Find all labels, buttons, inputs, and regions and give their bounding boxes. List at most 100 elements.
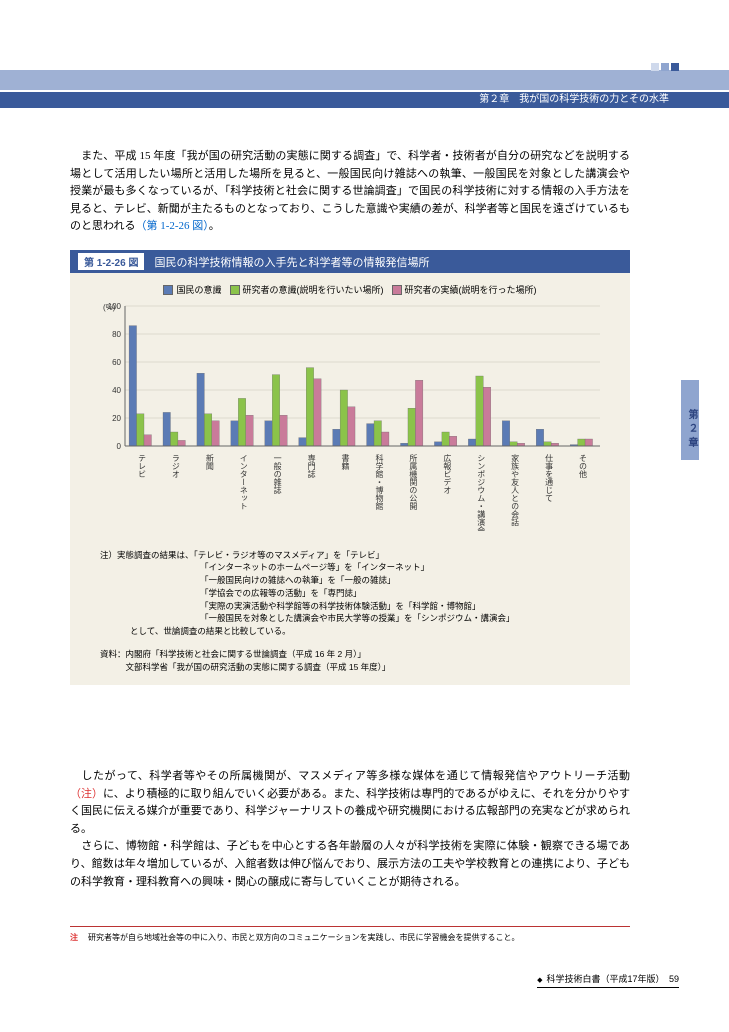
svg-text:家族や友人との会話: 家族や友人との会話 — [511, 453, 520, 527]
bar — [238, 398, 245, 446]
legend-swatch — [392, 285, 402, 295]
bar — [314, 378, 321, 445]
legend-label: 研究者の実績(説明を行った場所) — [405, 283, 537, 296]
bar — [434, 441, 441, 445]
bar — [476, 376, 483, 446]
bar — [137, 413, 144, 445]
legend-label: 国民の意識 — [176, 283, 221, 296]
bar — [333, 429, 340, 446]
figure-1-2-26: 第 1-2-26 図 国民の科学技術情報の入手先と科学者等の情報発信場所 国民の… — [70, 250, 630, 685]
note-line: 「学協会での広報等の活動」を「専門誌」 — [100, 587, 610, 600]
bar-chart: (%)020406080100テレビラジオ新聞インターネット一般の雑誌専門誌書籍… — [90, 301, 610, 531]
bar — [367, 423, 374, 445]
note-tail: として、世論調査の結果と比較している。 — [100, 625, 610, 638]
svg-text:20: 20 — [112, 414, 121, 423]
bar — [502, 420, 509, 445]
bar — [468, 439, 475, 446]
figure-label: 第 1-2-26 図 — [78, 253, 144, 270]
footnote-ref[interactable]: （注） — [70, 788, 103, 800]
chart-legend: 国民の意識 研究者の意識(説明を行いたい場所) 研究者の実績(説明を行った場所) — [85, 283, 615, 297]
p3: さらに、博物館・科学館は、子どもを中心とする各年齢層の人々が科学技術を実際に体験… — [70, 840, 630, 887]
bar — [197, 373, 204, 446]
source-line1: 資料：内閣府「科学技術と社会に関する世論調査（平成 16 年 2 月）」 — [100, 648, 610, 661]
source-line2: 文部科学省「我が国の研究活動の実態に関する調査（平成 15 年度）」 — [100, 661, 610, 674]
bar — [382, 432, 389, 446]
bar — [483, 387, 490, 446]
header-bar — [0, 70, 729, 90]
note-line: 「インターネットのホームページ等」を「インターネット」 — [100, 561, 610, 574]
legend-label: 研究者の意識(説明を行いたい場所) — [243, 283, 384, 296]
p2a: したがって、科学者等やその所属機関が、マスメディア等多様な媒体を通じて情報発信や… — [70, 770, 630, 782]
bar — [340, 390, 347, 446]
note-line: 「一般国民を対象とした講演会や市民大学等の授業」を「シンポジウム・講演会」 — [100, 612, 610, 625]
svg-text:80: 80 — [112, 330, 121, 339]
note-lead: 注）実態調査の結果は、「テレビ・ラジオ等のマスメディア」を「テレビ」 — [100, 549, 610, 562]
figure-ref-link[interactable]: （第 1-2-26 図） — [135, 220, 208, 232]
conclusion-paragraphs: したがって、科学者等やその所属機関が、マスメディア等多様な媒体を通じて情報発信や… — [70, 768, 630, 891]
side-tab: 第２章 — [681, 380, 699, 460]
bar — [280, 415, 287, 446]
chart-area: 国民の意識研究者の意識(説明を行いたい場所)研究者の実績(説明を行った場所) (… — [70, 273, 630, 541]
chapter-title: 第２章 我が国の科学技術の力とその水準 — [0, 92, 729, 108]
footnote: 注 研究者等が自ら地域社会等の中に入り、市民と双方向のコミュニケーションを実践し、… — [70, 932, 630, 943]
figure-notes: 注）実態調査の結果は、「テレビ・ラジオ等のマスメディア」を「テレビ」 「インター… — [70, 541, 630, 644]
bar — [231, 420, 238, 445]
svg-text:一般の雑誌: 一般の雑誌 — [273, 454, 282, 494]
bar — [144, 434, 151, 445]
footnote-label: 注 — [70, 933, 78, 942]
note-line: 「実際の実演活動や科学館等の科学技術体験活動」を「科学館・博物館」 — [100, 600, 610, 613]
svg-text:100: 100 — [108, 302, 122, 311]
bar — [374, 420, 381, 445]
bar — [585, 439, 592, 446]
intro-paragraph: また、平成 15 年度「我が国の研究活動の実態に関する調査」で、科学者・技術者が… — [70, 148, 630, 236]
svg-text:広報ビデオ: 広報ビデオ — [443, 453, 452, 494]
svg-text:テレビ: テレビ — [137, 454, 146, 478]
page-footer: 科学技術白書（平成17年版） 59 — [537, 972, 679, 988]
svg-text:シンポジウム・講演会: シンポジウム・講演会 — [477, 454, 486, 531]
svg-text:専門誌: 専門誌 — [307, 453, 316, 478]
bar — [449, 436, 456, 446]
p1-end: 。 — [209, 220, 220, 232]
bar — [129, 325, 136, 445]
bar — [408, 408, 415, 446]
note-line: 「一般国民向けの雑誌への執筆」を「一般の雑誌」 — [100, 574, 610, 587]
bar — [204, 413, 211, 445]
bar — [578, 439, 585, 446]
bar — [299, 437, 306, 445]
svg-text:40: 40 — [112, 386, 121, 395]
svg-text:科学館・博物館: 科学館・博物館 — [375, 453, 384, 511]
bar — [544, 441, 551, 445]
svg-text:その他: その他 — [579, 454, 588, 479]
p2b: に、より積極的に取り組んでいく必要がある。また、科学技術は専門的であるがゆえに、… — [70, 788, 630, 835]
legend-item: 国民の意識 — [163, 283, 221, 296]
svg-text:インターネット: インターネット — [239, 454, 248, 510]
bar — [212, 420, 219, 445]
bar — [415, 380, 422, 446]
bar — [163, 412, 170, 446]
bar — [536, 429, 543, 446]
svg-text:ラジオ: ラジオ — [171, 454, 180, 478]
bar — [306, 367, 313, 445]
bar — [442, 432, 449, 446]
figure-title-text: 国民の科学技術情報の入手先と科学者等の情報発信場所 — [154, 254, 429, 270]
legend-swatch — [230, 285, 240, 295]
bar — [170, 432, 177, 446]
svg-text:60: 60 — [112, 358, 121, 367]
svg-text:仕事を通じて: 仕事を通じて — [545, 453, 554, 502]
bar — [510, 441, 517, 445]
svg-text:新聞: 新聞 — [205, 453, 214, 471]
bar — [272, 374, 279, 445]
svg-text:所属機関の公開: 所属機関の公開 — [409, 453, 418, 511]
footnote-separator — [70, 926, 630, 927]
figure-title-bar: 第 1-2-26 図 国民の科学技術情報の入手先と科学者等の情報発信場所 — [70, 250, 630, 273]
header-decor — [651, 63, 679, 71]
bar — [265, 420, 272, 445]
legend-swatch — [163, 285, 173, 295]
footnote-text: 研究者等が自ら地域社会等の中に入り、市民と双方向のコミュニケーションを実践し、市… — [88, 933, 520, 942]
legend-item: 研究者の意識(説明を行いたい場所) — [230, 283, 384, 296]
svg-text:0: 0 — [117, 442, 122, 451]
figure-source: 資料：内閣府「科学技術と社会に関する世論調査（平成 16 年 2 月）」 文部科… — [70, 644, 630, 686]
bar — [246, 415, 253, 446]
svg-text:書籍: 書籍 — [341, 453, 350, 471]
bar — [348, 406, 355, 445]
